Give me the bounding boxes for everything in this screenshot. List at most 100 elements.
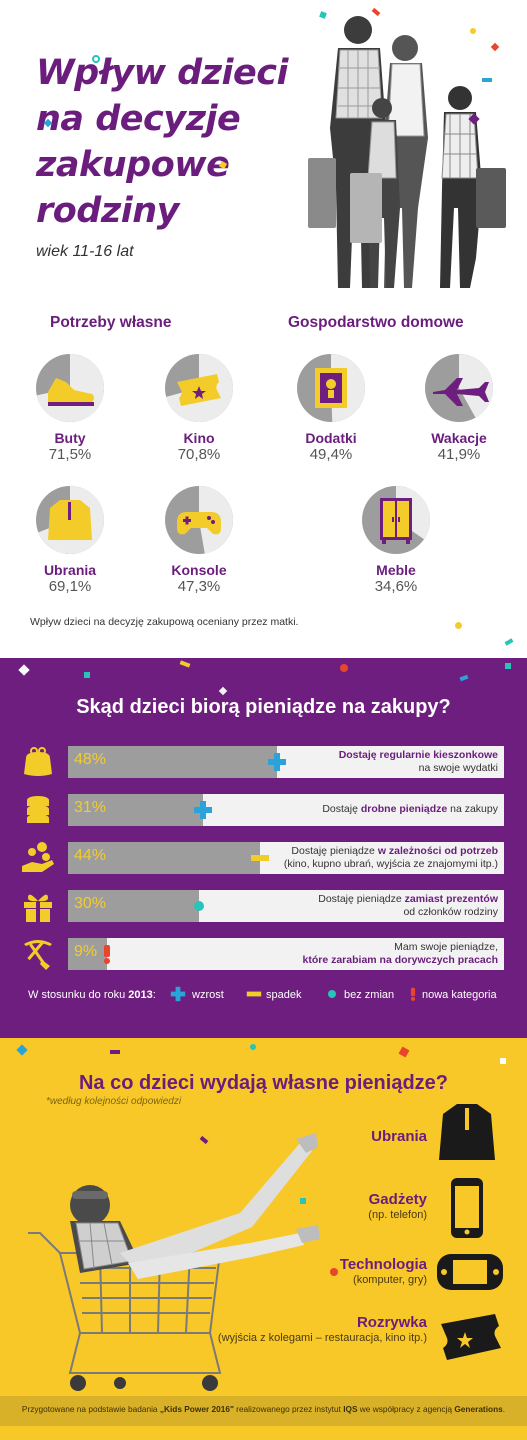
trend-same-icon xyxy=(193,901,204,911)
confetti xyxy=(110,1050,120,1054)
pie-value: 69,1% xyxy=(48,578,92,595)
confetti xyxy=(16,1044,28,1056)
spending-label: Ubrania xyxy=(371,1128,427,1145)
bar-fill xyxy=(68,794,204,826)
picture-frame-icon xyxy=(315,368,347,408)
spending-title: Na co dzieci wydają własne pieniądze? xyxy=(78,1072,448,1094)
pie-item-meble: Meble 34,6% xyxy=(336,484,456,595)
legend-same-label: bez zmian xyxy=(344,989,395,1001)
household-title: Gospodarstwo domowe xyxy=(288,314,464,331)
bar-track: 31% Dostaję drobne pieniądze na zakupy xyxy=(68,794,504,826)
pie-chart-kino xyxy=(165,354,233,422)
trend-up-icon xyxy=(194,801,213,819)
bar-desc-text: (kino, kupno ubrań, wyjścia ze znajomymi… xyxy=(283,858,498,870)
bar-desc-bold: zamiast prezentów xyxy=(404,893,498,905)
page-title: Wpływ dzieci na decyzje zakupowe rodziny xyxy=(36,50,306,234)
pie-value: 71,5% xyxy=(48,446,92,463)
title-line-4: rodziny xyxy=(36,191,179,231)
bar-desc-text: na zakupy xyxy=(447,803,498,815)
bar-percent: 48% xyxy=(74,751,107,768)
confetti xyxy=(482,78,492,82)
legend-new-icon xyxy=(410,987,416,1001)
pie-value: 47,3% xyxy=(177,578,221,595)
ticket-icon xyxy=(441,1314,501,1360)
gift-icon xyxy=(24,894,52,922)
bar-description: Dostaję pieniądze w zależności od potrze… xyxy=(248,845,498,871)
airplane-icon xyxy=(433,378,489,406)
footer-study: „Kids Power 2016" xyxy=(159,1404,234,1414)
bar-track: 48% Dostaję regularnie kieszonkowe na swo… xyxy=(68,746,504,778)
influence-section: Wpływ dzieci na decyzje zakupowe rodziny… xyxy=(0,0,527,658)
spending-item-rozrywka: Rozrywka (wyjścia z kolegami – restaurac… xyxy=(207,1314,427,1345)
bar-fill xyxy=(68,842,260,874)
pie-chart-konsole xyxy=(165,486,233,554)
page-subtitle: wiek 11-16 lat xyxy=(36,243,134,260)
pie-label: Wakacje xyxy=(431,430,487,446)
title-line-1: Wpływ dzieci xyxy=(36,53,289,93)
bar-percent: 9% xyxy=(74,943,98,960)
money-bar-row: 30% Dostaję pieniądze zamiast prezentów o… xyxy=(20,888,510,924)
legend-same-icon xyxy=(328,990,336,998)
footer-mid: realizowanego przez instytut xyxy=(233,1404,344,1414)
footer-end: . xyxy=(502,1404,506,1414)
confetti xyxy=(505,663,511,669)
shoe-icon xyxy=(48,378,94,406)
pie-item-dodatki: Dodatki 49,4% xyxy=(271,352,391,463)
handheld-console-icon xyxy=(437,1254,503,1290)
legend-prefix-text: W stosunku do roku xyxy=(28,989,129,1001)
confetti xyxy=(398,1046,410,1058)
confetti xyxy=(470,28,476,34)
spending-item-gadzety: Gadżety (np. telefon) xyxy=(207,1191,427,1222)
spending-section: Na co dzieci wydają własne pieniądze? *w… xyxy=(0,1038,527,1440)
bar-track: 30% Dostaję pieniądze zamiast prezentów o… xyxy=(68,890,504,922)
pie-item-konsole: Konsole 47,3% xyxy=(139,484,259,595)
confetti xyxy=(504,638,514,646)
spending-item-ubrania: Ubrania xyxy=(207,1128,427,1145)
bar-percent: 30% xyxy=(74,895,107,912)
legend-up-label: wzrost xyxy=(192,989,224,1001)
family-shopping-photo xyxy=(308,16,506,288)
bar-description: Dostaję drobne pieniądze na zakupy xyxy=(268,803,498,816)
pie-label: Meble xyxy=(376,562,416,578)
pie-value: 34,6% xyxy=(374,578,418,595)
footer-text: Przygotowane na podstawie badania „Kids … xyxy=(0,1404,527,1414)
spending-label: Rozrywka xyxy=(356,1314,427,1331)
pie-item-buty: Buty 71,5% xyxy=(10,352,130,463)
bar-description: Dostaję pieniądze zamiast prezentów od cz… xyxy=(268,893,498,919)
confetti xyxy=(330,1268,338,1276)
bar-track: 9% Mam swoje pieniądze, które zarabiam na… xyxy=(68,938,504,970)
trend-up-icon xyxy=(268,753,287,771)
bar-desc-text: Dostaję xyxy=(322,803,361,815)
spending-label: Technologia xyxy=(339,1256,427,1273)
bar-desc-bold: które zarabiam na dorywczych pracach xyxy=(302,954,499,966)
bar-desc-text: od członków rodziny xyxy=(403,906,498,918)
own-needs-title: Potrzeby własne xyxy=(50,314,172,331)
footer-mid2: we współpracy z agencją xyxy=(357,1404,455,1414)
bar-desc-text: Dostaję pieniądze xyxy=(318,893,405,905)
footer-institute: IQS xyxy=(343,1404,358,1414)
bar-track: 44% Dostaję pieniądze w zależności od po… xyxy=(68,842,504,874)
confetti xyxy=(92,55,100,63)
pie-chart-dodatki xyxy=(297,354,366,422)
spending-sub: (wyjścia z kolegami – restauracja, kino … xyxy=(217,1332,427,1344)
phone-icon xyxy=(451,1178,483,1238)
gamepad-icon xyxy=(177,512,221,535)
pie-chart-wakacje xyxy=(425,354,493,422)
girl-in-cart-photo xyxy=(28,1133,320,1391)
confetti xyxy=(500,1058,506,1064)
legend-year: 2013 xyxy=(128,989,153,1001)
bar-desc-bold: drobne pieniądze xyxy=(360,803,448,815)
money-sources-title: Skąd dzieci biorą pieniądze na zakupy? xyxy=(76,696,451,718)
spending-sub: (komputer, gry) xyxy=(353,1274,427,1286)
bar-desc-text: na swoje wydatki xyxy=(418,762,498,774)
footer-bar: Przygotowane na podstawie badania „Kids … xyxy=(0,1396,527,1426)
pie-item-wakacje: Wakacje 41,9% xyxy=(399,352,519,463)
spending-label: Gadżety xyxy=(368,1191,427,1208)
confetti xyxy=(455,622,462,629)
legend-colon: : xyxy=(152,989,156,1001)
pie-chart-meble xyxy=(362,486,430,554)
footer-pre: Przygotowane na podstawie badania xyxy=(21,1404,160,1414)
ticket-icon xyxy=(177,374,221,406)
confetti xyxy=(250,1044,256,1050)
legend-up-icon xyxy=(170,986,186,1002)
